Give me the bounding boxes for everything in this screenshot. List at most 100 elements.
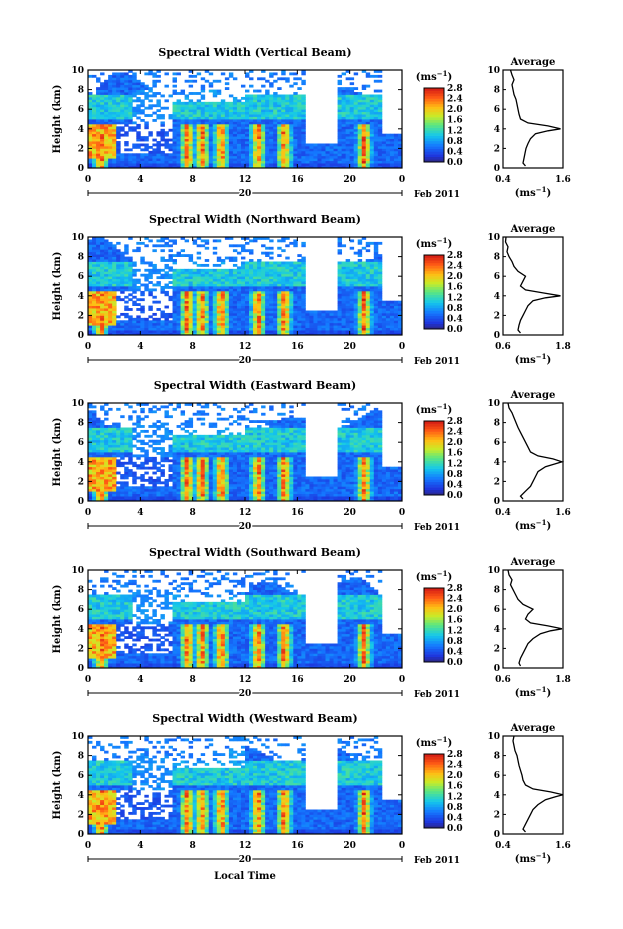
heatmap-cell: [116, 119, 121, 122]
heatmap-cell: [245, 298, 250, 302]
heatmap-cell: [112, 312, 117, 316]
heatmap-cell: [337, 317, 343, 321]
heatmap-cell: [100, 429, 105, 433]
heatmap-cell: [289, 293, 294, 297]
heatmap-cell: [108, 439, 113, 443]
heatmap-cell: [116, 286, 121, 289]
heatmap-cell: [104, 239, 109, 243]
profile-y-tick-label: 2: [494, 311, 500, 321]
heatmap-cell: [160, 276, 165, 280]
heatmap-cell: [108, 138, 113, 142]
heatmap-cell: [353, 332, 359, 336]
heatmap-cell: [353, 145, 359, 149]
heatmap-cell: [88, 300, 93, 304]
heatmap-cell: [92, 444, 97, 448]
heatmap-cell: [345, 283, 351, 287]
heatmap-cell: [108, 478, 113, 482]
heatmap-cell: [317, 317, 322, 321]
heatmap-cell: [132, 126, 137, 130]
heatmap-cell: [385, 327, 391, 331]
heatmap-cell: [104, 288, 109, 292]
heatmap-cell: [152, 104, 157, 108]
heatmap-cell: [204, 116, 210, 120]
heatmap-cell: [385, 325, 391, 329]
heatmap-cell: [281, 268, 286, 272]
heatmap-cell: [120, 432, 125, 436]
heatmap-cell: [180, 303, 186, 306]
heatmap-cell: [293, 155, 298, 159]
heatmap-cell: [361, 278, 367, 282]
heatmap-cell: [353, 96, 359, 100]
heatmap-cell: [196, 141, 202, 144]
colorbar-segment: [424, 93, 444, 97]
heatmap-cell: [313, 332, 318, 336]
heatmap-cell: [389, 143, 395, 147]
heatmap-cell: [136, 439, 141, 443]
heatmap-cell: [208, 84, 214, 88]
heatmap-cell: [200, 322, 206, 326]
heatmap-cell: [116, 165, 121, 169]
heatmap-cell: [168, 298, 173, 302]
heatmap-cell: [301, 288, 306, 292]
heatmap-cell: [120, 101, 125, 105]
heatmap-cell: [212, 141, 218, 144]
heatmap-cell: [369, 271, 375, 275]
heatmap-cell: [277, 96, 282, 100]
heatmap-cell: [156, 427, 161, 431]
heatmap-cell: [88, 478, 93, 482]
heatmap-cell: [184, 327, 190, 331]
heatmap-cell: [128, 415, 133, 419]
heatmap-cell: [277, 278, 282, 282]
heatmap-cell: [216, 109, 222, 113]
heatmap-cell: [240, 128, 246, 132]
heatmap-cell: [265, 128, 270, 132]
heatmap-cell: [144, 320, 149, 324]
heatmap-cell: [345, 271, 351, 275]
heatmap-cell: [385, 305, 391, 309]
heatmap-cell: [144, 153, 149, 157]
heatmap-cell: [228, 332, 234, 336]
heatmap-cell: [228, 305, 234, 309]
heatmap-cell: [281, 325, 286, 329]
heatmap-cell: [204, 300, 210, 304]
heatmap-cell: [309, 317, 314, 321]
heatmap-cell: [108, 315, 113, 319]
heatmap-cell: [100, 286, 105, 289]
heatmap-cell: [144, 488, 149, 492]
heatmap-cell: [257, 327, 262, 331]
heatmap-cell: [232, 101, 238, 105]
heatmap-cell: [232, 141, 238, 144]
heatmap-cell: [245, 101, 250, 105]
heatmap-cell: [124, 104, 129, 108]
heatmap-cell: [397, 325, 403, 329]
heatmap-cell: [116, 261, 121, 265]
heatmap-cell: [277, 119, 282, 122]
heatmap-cell: [168, 94, 173, 98]
heatmap-cell: [337, 266, 343, 270]
heatmap-cell: [108, 249, 113, 253]
heatmap-cell: [357, 259, 363, 262]
heatmap-cell: [188, 317, 194, 321]
heatmap-cell: [172, 273, 177, 277]
heatmap-cell: [224, 300, 230, 304]
heatmap-cell: [200, 308, 206, 311]
heatmap-cell: [128, 459, 133, 463]
heatmap-cell: [180, 237, 186, 240]
heatmap-cell: [341, 325, 347, 329]
heatmap-cell: [301, 160, 306, 164]
heatmap-cell: [96, 148, 101, 152]
heatmap-cell: [349, 145, 355, 149]
heatmap-cell: [88, 469, 93, 472]
heatmap-cell: [128, 155, 133, 159]
heatmap-cell: [381, 308, 387, 311]
heatmap-cell: [269, 276, 274, 280]
heatmap-cell: [108, 92, 113, 95]
heatmap-cell: [361, 123, 367, 127]
heatmap-cell: [281, 286, 286, 289]
heatmap-cell: [240, 158, 246, 162]
heatmap-cell: [160, 315, 165, 319]
heatmap-cell: [337, 99, 343, 103]
profile-y-tick-label: 8: [494, 86, 500, 96]
heatmap-cell: [220, 312, 226, 316]
heatmap-cell: [136, 422, 141, 426]
